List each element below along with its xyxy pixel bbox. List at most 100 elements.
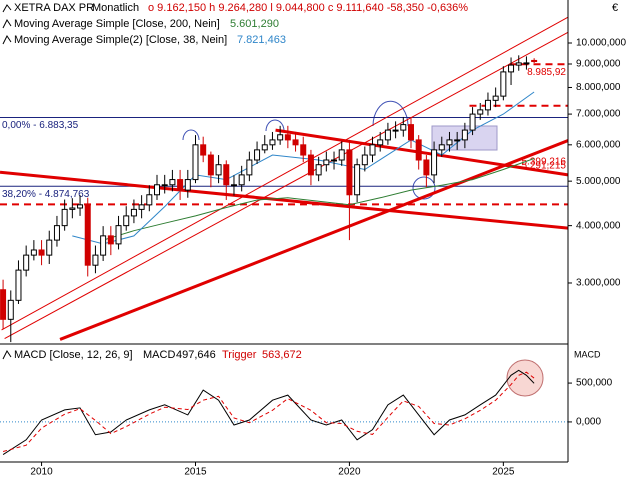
candle-body: [254, 149, 261, 161]
y-tick-label: 10.000,000: [576, 38, 626, 49]
candle-body: [384, 129, 391, 141]
x-tick-label: 2010: [30, 467, 53, 478]
candle-body: [508, 64, 515, 73]
chart-title: XETRA DAX PR: [14, 2, 94, 14]
candle-body: [477, 109, 484, 115]
candle-body: [454, 139, 461, 142]
candle-body: [484, 99, 491, 111]
y-tick-label: 500,000: [576, 378, 613, 389]
candle-body: [315, 164, 322, 176]
candle-body: [269, 139, 276, 146]
candle-body: [346, 149, 353, 196]
y-tick-label: 8.000,000: [576, 82, 621, 93]
candle-body: [184, 179, 191, 191]
level-label: 8.985,92: [527, 67, 566, 78]
trend-line: [59, 139, 569, 341]
series-line: [2, 371, 535, 452]
candle-body: [130, 208, 137, 217]
candle-body: [154, 184, 161, 196]
y-tick-label: 5.000,000: [576, 176, 621, 187]
candle-body: [354, 164, 361, 196]
candle-body: [7, 299, 14, 320]
candle-body: [23, 254, 30, 271]
candle-body: [146, 194, 153, 206]
candle-body: [277, 134, 284, 141]
candle-body: [492, 95, 499, 101]
candle-body: [107, 235, 114, 245]
y-tick-label: 7.000,000: [576, 109, 621, 120]
candle-body: [407, 124, 414, 141]
legend-value: 563,672: [262, 349, 302, 361]
legend-label: Moving Average Simple(2) [Close, 38, Nei…: [14, 34, 227, 46]
candle-body: [61, 208, 68, 227]
series-line: [102, 158, 535, 241]
series-line: [2, 369, 535, 456]
candle-body: [292, 139, 299, 146]
candle-body: [123, 215, 130, 227]
annotation: 5.291,215: [522, 161, 567, 172]
candle-body: [469, 113, 476, 131]
candle-body: [531, 59, 538, 63]
candle-body: [77, 204, 84, 209]
candle-body: [361, 154, 368, 166]
candle-body: [261, 144, 268, 151]
candle-body: [431, 149, 438, 176]
candle-body: [30, 249, 37, 256]
panel-title: MACD [Close, 12, 26, 9]: [14, 349, 133, 361]
x-tick-label: 2025: [492, 467, 515, 478]
icon: [2, 35, 12, 45]
y-tick-label: 3.000,000: [576, 278, 621, 289]
candle-body: [415, 139, 422, 161]
legend-value: 5.601,290: [230, 18, 279, 30]
candle-body: [500, 71, 507, 97]
candle-body: [246, 159, 253, 176]
candle-body: [377, 139, 384, 146]
candle-body: [323, 159, 330, 166]
legend-label: Moving Average Simple [Close, 200, Nein]: [14, 18, 220, 30]
candle-body: [84, 204, 91, 266]
quote: o 9.162,150 h 9.264,280 l 9.044,800 c 9.…: [148, 2, 468, 14]
legend-label: Trigger: [222, 349, 257, 361]
peak-arc: [182, 129, 200, 141]
candle-body: [238, 174, 245, 186]
peak-arc: [372, 100, 409, 127]
annotation: 5.399,216: [522, 156, 567, 167]
low-circle: [412, 176, 436, 200]
level-label: 38,20% - 4.874,763: [2, 189, 90, 200]
candle-body: [331, 159, 338, 162]
candle-body: [230, 184, 237, 187]
highlights: [182, 100, 436, 200]
candle-body: [207, 154, 214, 176]
candle-body: [53, 225, 60, 241]
candle-body: [138, 204, 145, 210]
legend-value: 7.821,463: [237, 34, 286, 46]
icon: [2, 19, 12, 29]
candle-body: [192, 144, 199, 181]
plot-layer: 3.000,000 4.000,000 5.000,000 6.000,000 7.00…: [0, 16, 626, 478]
candle-body: [115, 225, 122, 245]
x-tick-label: 2015: [184, 467, 207, 478]
candle-body: [223, 164, 230, 186]
candle-body: [284, 134, 291, 141]
icon: [2, 350, 12, 360]
y-axis-label: MACD: [574, 349, 601, 359]
candle-body: [100, 235, 107, 256]
candle-body: [338, 149, 345, 161]
candle-body: [46, 239, 53, 256]
y-tick-label: 0,000: [576, 417, 601, 428]
y-tick-label: 4.000,000: [576, 220, 621, 231]
trend-line: [1, 16, 569, 331]
candle-body: [15, 269, 22, 301]
candle-body: [200, 144, 207, 156]
x-tick-label: 2020: [338, 467, 361, 478]
candle-body: [423, 159, 430, 176]
candle-body: [523, 62, 530, 65]
candle-body: [400, 124, 407, 131]
candle-body: [215, 164, 222, 176]
legend-label: MACD: [143, 349, 175, 361]
trend-line: [0, 170, 569, 230]
interval: Monatlich: [92, 2, 139, 14]
candle-body: [392, 129, 399, 132]
candle-body: [438, 144, 445, 151]
